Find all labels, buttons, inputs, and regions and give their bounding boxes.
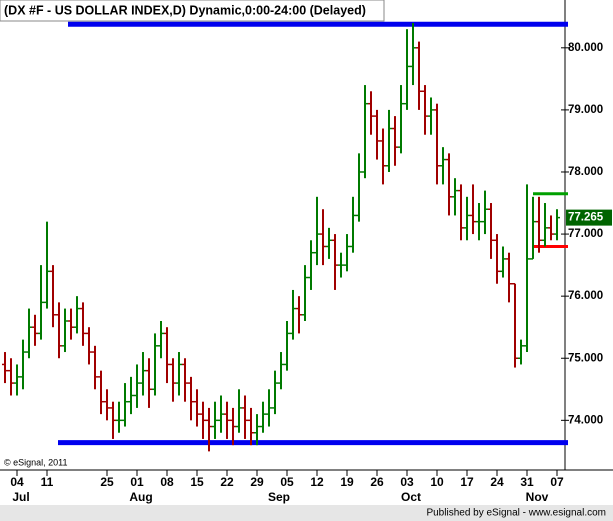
x-tick-label: 01 xyxy=(130,475,144,489)
x-tick-label: 11 xyxy=(41,475,54,489)
x-tick-label: 15 xyxy=(190,475,204,489)
x-tick-label: 24 xyxy=(490,475,504,489)
x-tick-label: 25 xyxy=(100,475,114,489)
title-box xyxy=(0,0,385,22)
month-label: Sep xyxy=(268,490,290,504)
last-price-label: 77.265 xyxy=(568,212,604,224)
month-label: Oct xyxy=(401,490,421,504)
x-tick-label: 10 xyxy=(430,475,444,489)
x-tick-label: 04 xyxy=(10,475,24,489)
copyright: © eSignal, 2011 xyxy=(4,457,68,467)
y-tick-label: 80.000 xyxy=(568,42,603,54)
x-tick-label: 26 xyxy=(370,475,384,489)
x-tick-label: 08 xyxy=(160,475,174,489)
x-tick-label: 07 xyxy=(550,475,564,489)
x-tick-label: 17 xyxy=(460,475,474,489)
x-tick-label: 12 xyxy=(310,475,324,489)
x-tick-label: 19 xyxy=(340,475,354,489)
month-label: Aug xyxy=(129,490,152,504)
month-label: Nov xyxy=(526,490,549,504)
x-tick-label: 22 xyxy=(220,475,234,489)
x-tick-label: 03 xyxy=(400,475,414,489)
footer: Published by eSignal - www.esignal.com xyxy=(426,508,606,519)
x-tick-label: 05 xyxy=(280,475,294,489)
chart-title: (DX #F - US DOLLAR INDEX,D) Dynamic,0:00… xyxy=(4,3,366,17)
last-price-box xyxy=(566,209,612,226)
y-tick-label: 79.000 xyxy=(568,104,603,116)
month-label: Jul xyxy=(12,490,29,504)
x-tick-label: 31 xyxy=(520,475,534,489)
footer-bar xyxy=(0,505,613,521)
x-tick-label: 29 xyxy=(250,475,264,489)
y-tick-label: 77.000 xyxy=(568,228,603,240)
y-tick-label: 75.000 xyxy=(568,352,603,364)
y-tick-label: 74.000 xyxy=(568,414,603,426)
y-tick-label: 78.000 xyxy=(568,166,603,178)
y-tick-label: 76.000 xyxy=(568,290,603,302)
